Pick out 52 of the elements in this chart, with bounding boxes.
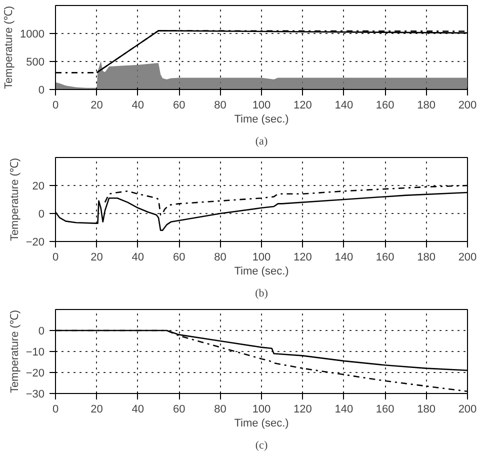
y-tick-label: 500 [26, 56, 45, 68]
x-tick-label: 80 [214, 404, 226, 416]
x-tick-label: 180 [417, 100, 436, 112]
y-tick-label: 0 [38, 208, 45, 220]
x-tick-label: 140 [334, 100, 354, 112]
y-tick-label: −20 [26, 236, 45, 248]
x-tick-label: 160 [376, 252, 394, 264]
x-tick-label: 60 [172, 100, 186, 112]
x-tick-label: 100 [252, 100, 271, 112]
y-tick-label: −30 [26, 388, 45, 400]
x-tick-label: 40 [132, 252, 144, 264]
y-tick-label: 1000 [20, 28, 45, 40]
y-axis-title: Temperature (℃) [8, 158, 21, 242]
x-tick-label: 180 [417, 404, 436, 416]
x-axis-title: Time (sec.) [234, 418, 289, 430]
x-tick-label: 20 [90, 100, 103, 112]
y-tick-label: 0 [38, 84, 45, 96]
x-axis-title: Time (sec.) [234, 266, 289, 278]
x-tick-label: 40 [132, 100, 144, 112]
x-tick-label: 200 [458, 100, 477, 112]
y-axis-title: Temperature (℃) [3, 6, 16, 90]
x-tick-label: 20 [90, 404, 103, 416]
x-tick-label: 200 [458, 252, 477, 264]
x-tick-label: 80 [214, 252, 226, 264]
x-tick-label: 20 [90, 252, 103, 264]
y-tick-label: 20 [32, 180, 45, 192]
x-tick-label: 100 [252, 404, 271, 416]
x-tick-label: 60 [172, 252, 186, 264]
x-tick-label: 200 [458, 404, 477, 416]
x-tick-label: 160 [376, 404, 394, 416]
x-tick-label: 0 [52, 100, 59, 112]
text: (c) [255, 440, 268, 452]
text: (b) [255, 288, 268, 300]
y-tick-label: 0 [38, 326, 45, 338]
x-tick-label: 180 [417, 252, 436, 264]
x-tick-label: 120 [294, 100, 312, 112]
x-tick-label: 100 [252, 252, 271, 264]
y-tick-label: −10 [26, 346, 45, 358]
x-tick-label: 0 [52, 252, 59, 264]
y-tick-label: −20 [26, 368, 45, 380]
x-tick-label: 80 [214, 100, 226, 112]
x-axis-title: Time (sec.) [234, 114, 289, 126]
x-tick-label: 140 [334, 252, 354, 264]
x-tick-label: 40 [132, 404, 144, 416]
y-axis-title: Temperature (℃) [8, 310, 21, 394]
x-tick-label: 120 [294, 252, 312, 264]
x-tick-label: 120 [294, 404, 312, 416]
x-tick-label: 0 [52, 404, 59, 416]
x-tick-label: 160 [376, 100, 394, 112]
text: (a) [255, 136, 268, 148]
x-tick-label: 60 [172, 404, 186, 416]
x-tick-label: 140 [334, 404, 354, 416]
